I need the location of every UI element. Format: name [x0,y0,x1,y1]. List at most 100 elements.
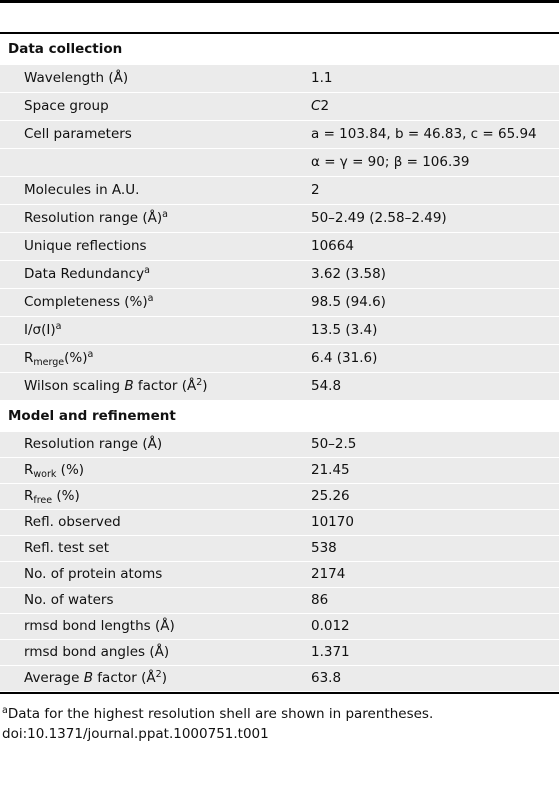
text-segment: a = 103.84, b = 46.83, c = 65.94 [311,126,537,142]
text-segment: ) [161,670,167,686]
row-value: 1.371 [311,640,559,665]
text-segment: rmsd bond angles (Å) [24,644,170,660]
table-row: rmsd bond lengths (Å) 0.012 [0,614,559,640]
text-segment: 2 [196,377,203,388]
row-label: Refl. observed [0,510,311,535]
text-segment: factor (Å [93,670,156,686]
text-segment: No. of waters [24,592,114,608]
table-row: No. of waters 86 [0,588,559,614]
text-segment: 50–2.5 [311,436,357,452]
row-label [0,149,311,176]
row-label: Resolution range (Å) [0,432,311,457]
table-row: Wilson scaling B factor (Å2) 54.8 [0,373,559,401]
table-row: Completeness (%)a 98.5 (94.6) [0,289,559,317]
text-segment: (%) [52,488,80,504]
row-label: Molecules in A.U. [0,177,311,204]
table-row: Rwork (%) 21.45 [0,458,559,484]
text-segment: R [24,488,34,504]
text-segment: 538 [311,540,337,556]
text-segment: 3.62 (3.58) [311,266,386,282]
row-label: Rfree (%) [0,484,311,509]
row-value: a = 103.84, b = 46.83, c = 65.94 [311,121,559,148]
text-segment: Resolution range (Å) [24,210,163,226]
text-segment: 21.45 [311,462,350,478]
row-value: 98.5 (94.6) [311,289,559,316]
row-label: Rwork (%) [0,458,311,483]
table-body: Data collection Wavelength (Å) 1.1 Space gr… [0,34,559,692]
text-segment: B [83,670,93,686]
text-segment: 1.371 [311,644,350,660]
table-row: Resolution range (Å)a 50–2.49 (2.58–2.49) [0,205,559,233]
text-segment: C [311,98,321,114]
text-segment: rmsd bond lengths (Å) [24,618,175,634]
table-row: Unique reflections 10664 [0,233,559,261]
table-row: Data Redundancya 3.62 (3.58) [0,261,559,289]
table-row: Rfree (%) 25.26 [0,484,559,510]
text-segment: R [24,350,34,366]
row-label: No. of protein atoms [0,562,311,587]
row-value: 2 [311,177,559,204]
row-value: 6.4 (31.6) [311,345,559,372]
row-value: 21.45 [311,458,559,483]
row-label: Space group [0,93,311,120]
row-value: 3.62 (3.58) [311,261,559,288]
top-rule [0,0,559,3]
text-segment: ) [202,378,208,394]
table-row: Wavelength (Å) 1.1 [0,65,559,93]
text-segment: Refl. test set [24,540,110,556]
row-label: Resolution range (Å)a [0,205,311,232]
text-segment: work [33,469,57,480]
row-value: 2174 [311,562,559,587]
text-segment: factor (Å [133,378,197,394]
text-segment: 10170 [311,514,354,530]
table-row: Resolution range (Å) 50–2.5 [0,432,559,458]
text-segment: 63.8 [311,670,342,686]
row-value: 10664 [311,233,559,260]
text-segment: 2174 [311,566,346,582]
section: Model and refinement Resolution range (Å)… [0,401,559,692]
text-segment: a [2,705,8,716]
text-segment: Cell parameters [24,126,132,142]
row-label: No. of waters [0,588,311,613]
text-segment: a [147,293,154,304]
text-segment: Data for the highest resolution shell ar… [7,706,434,722]
table-row: rmsd bond angles (Å) 1.371 [0,640,559,666]
text-segment: (%) [64,350,88,366]
row-value: α = γ = 90; β = 106.39 [311,149,559,176]
row-value: 54.8 [311,373,559,400]
section-title: Data collection [8,41,123,57]
header-row [0,3,559,32]
row-value: C2 [311,93,559,120]
row-label: Average B factor (Å2) [0,666,311,691]
text-segment: Average [24,670,84,686]
text-segment: 86 [311,592,329,608]
text-segment: Wilson scaling [24,378,125,394]
text-segment: a [87,349,94,360]
text-segment: 2 [311,182,320,198]
table-row: No. of protein atoms 2174 [0,562,559,588]
text-segment: Wavelength (Å) [24,70,129,86]
text-segment: No. of protein atoms [24,566,163,582]
row-label: Wilson scaling B factor (Å2) [0,373,311,400]
row-label: Unique reflections [0,233,311,260]
text-segment: Completeness (%) [24,294,148,310]
header-rule [0,32,559,34]
text-segment: 0.012 [311,618,350,634]
text-segment: free [33,495,53,506]
row-value: 0.012 [311,614,559,639]
text-segment: 10664 [311,238,354,254]
row-value: 10170 [311,510,559,535]
text-segment: 6.4 (31.6) [311,350,378,366]
text-segment: Resolution range (Å) [24,436,163,452]
footnote: aData for the highest resolution shell a… [0,704,559,724]
row-label: I/σ(I)a [0,317,311,344]
text-segment: a [162,209,168,220]
doi: doi:10.1371/journal.ppat.1000751.t001 [2,726,269,742]
row-value: 63.8 [311,666,559,691]
table-row: α = γ = 90; β = 106.39 [0,149,559,177]
text-segment: 2 [155,669,162,680]
text-segment: R [24,462,34,478]
row-label: Data Redundancya [0,261,311,288]
row-value: 50–2.49 (2.58–2.49) [311,205,559,232]
